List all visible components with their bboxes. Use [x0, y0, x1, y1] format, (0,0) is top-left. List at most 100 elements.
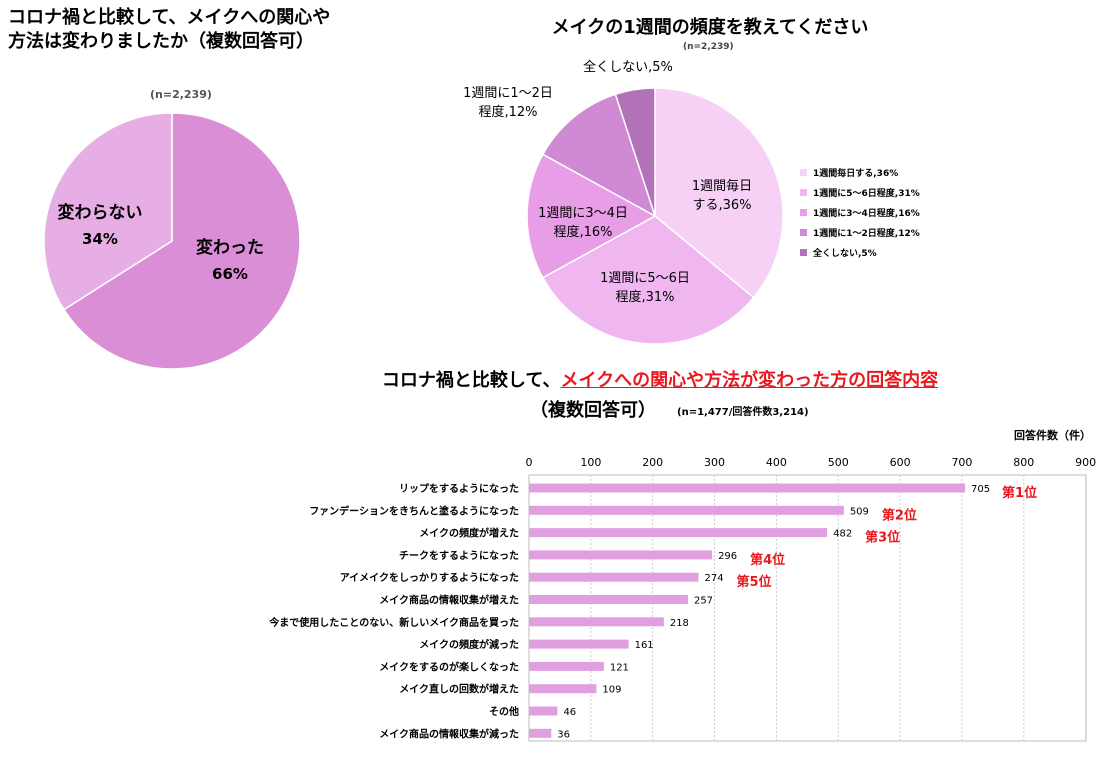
bar-tick-label: 300	[704, 456, 725, 469]
bar-title: コロナ禍と比較して、メイクへの関心や方法が変わった方の回答内容	[300, 366, 1020, 392]
bar-category-label: メイクをするのが楽しくなった	[379, 660, 519, 673]
bar	[529, 572, 699, 582]
bar-tick-label: 700	[951, 456, 972, 469]
bar-tick-label: 400	[766, 456, 787, 469]
pie2-legend-item: 1週間に5〜6日程度,31%	[800, 182, 920, 202]
bar-rank-label: 第1位	[1002, 485, 1037, 501]
bar-rank-label: 第3位	[865, 530, 900, 546]
pie2-slice-label-line: する,36%	[692, 198, 751, 213]
pie2-slice-label-line: 1週間に5〜6日	[600, 271, 690, 286]
pie2-slice-label-line: 全くしない,5%	[583, 59, 673, 75]
bar-value-label: 509	[850, 506, 869, 517]
bar-value-label: 296	[718, 551, 737, 562]
pie2-slice	[614, 87, 656, 217]
pie1-slice-label: 変わった	[196, 237, 264, 258]
pie2-slice-label-line: 1週間に3〜4日	[538, 206, 628, 221]
bar-category-label: メイクの頻度が増えた	[419, 527, 519, 540]
bar-category-label: リップをするようになった	[399, 482, 519, 495]
pie2-slice	[654, 87, 784, 299]
pie2-legend-swatch	[800, 228, 807, 236]
bar-tick-label: 900	[1075, 456, 1096, 469]
pie1-title: コロナ禍と比較して、メイクへの関心や方法は変わりましたか（複数回答可）	[8, 6, 338, 54]
bar-rank-label: 第4位	[750, 552, 785, 568]
pie2-legend-item: 1週間毎日する,36%	[800, 162, 920, 182]
bar-title-highlight: メイクへの関心や方法が変わった方の回答内容	[560, 370, 939, 391]
bar-tick-label: 100	[580, 456, 601, 469]
pie1-slice	[62, 112, 301, 370]
pie2-slice-label: 1週間に1〜2日程度,12%	[463, 86, 553, 120]
pie1-slice-value: 66%	[212, 265, 248, 283]
pie2-slice	[541, 215, 755, 345]
pie2-legend-item: 1週間に3〜4日程度,16%	[800, 202, 920, 222]
bar-category-label: チークをするようになった	[399, 550, 519, 562]
bar-value-label: 161	[635, 640, 654, 651]
bar-title-prefix: コロナ禍と比較して、	[381, 370, 561, 391]
bar-category-label: メイク商品の情報収集が増えた	[379, 594, 519, 607]
bar-tick-label: 500	[828, 456, 849, 469]
pie2-legend-label: 1週間に3〜4日程度,16%	[813, 208, 920, 219]
pie2-slice-label-line: 程度,12%	[478, 104, 537, 120]
pie2-legend-swatch	[800, 168, 807, 176]
bar-subtitle: （複数回答可）	[530, 400, 656, 421]
pie2-legend-swatch	[800, 248, 807, 256]
bar-value-label: 36	[557, 729, 570, 740]
bar-category-label: その他	[489, 705, 519, 718]
pie2-slice-label-line: 1週間に1〜2日	[463, 86, 553, 101]
bar-tick-label: 0	[526, 456, 533, 469]
bar-category-label: メイク商品の情報収集が減った	[379, 727, 519, 740]
bar-category-label: 今まで使用したことのない、新しいメイク商品を買った	[268, 616, 519, 629]
pie2-slice-label: 1週間に5〜6日程度,31%	[600, 271, 690, 305]
pie2-slice-label-line: 1週間毎日	[692, 178, 752, 194]
bar-value-label: 46	[563, 707, 576, 718]
bar-value-label: 705	[971, 484, 990, 495]
bar-value-label: 257	[694, 596, 713, 607]
pie2-title: メイクの1週間の頻度を教えてください	[551, 17, 869, 38]
pie2-slice-label: 1週間に3〜4日程度,16%	[538, 206, 628, 240]
bar-rank-label: 第5位	[736, 574, 771, 590]
bar-plot-frame	[528, 474, 1087, 742]
bar	[529, 528, 828, 538]
bar	[529, 483, 966, 493]
pie2-legend-label: 全くしない,5%	[813, 248, 877, 259]
pie1-slice	[43, 112, 173, 311]
bar	[529, 505, 844, 515]
pie2-legend-label: 1週間に5〜6日程度,31%	[813, 188, 920, 199]
pie2-legend: 1週間毎日する,36% 1週間に5〜6日程度,31% 1週間に3〜4日程度,16% 1…	[800, 162, 920, 262]
bar-category-label: ファンデーションをきちんと塗るようになった	[309, 504, 519, 517]
pie2-slice	[526, 153, 657, 279]
pie2-legend-label: 1週間毎日する,36%	[813, 168, 899, 179]
pie1-n-label: (n=2,239)	[150, 88, 212, 101]
bar-value-label: 482	[833, 529, 852, 540]
bar-rank-label: 第2位	[882, 507, 917, 523]
pie2-legend-swatch	[800, 208, 807, 216]
bar-value-label: 121	[610, 662, 629, 673]
pie2-n-label: (n=2,239)	[683, 42, 734, 52]
pie2-slice-label: 1週間毎日する,36%	[692, 178, 752, 213]
bar	[529, 595, 688, 604]
bar-category-label: アイメイクをしっかりするようになった	[340, 572, 519, 584]
bar	[529, 639, 629, 649]
bar	[529, 550, 713, 560]
pie2-legend-item: 全くしない,5%	[800, 242, 920, 262]
bar	[529, 684, 597, 694]
pie1-title-text: コロナ禍と比較して、メイクへの関心や方法は変わりましたか（複数回答可）	[8, 7, 331, 52]
pie1-slice-value: 34%	[82, 230, 118, 248]
pie2-slice-label: 全くしない,5%	[583, 59, 673, 75]
bar-value-label: 274	[704, 573, 723, 584]
bar-value-label: 218	[670, 618, 689, 629]
pie2-legend-label: 1週間に1〜2日程度,12%	[813, 228, 920, 239]
bar-category-label: メイクの頻度が減った	[419, 638, 519, 651]
pie2-legend-item: 1週間に1〜2日程度,12%	[800, 222, 920, 242]
pie2-slice	[541, 93, 657, 218]
bar-n-label: (n=1,477/回答件数3,214)	[677, 407, 809, 418]
bar	[529, 661, 604, 671]
bar-tick-label: 200	[642, 456, 663, 469]
bar-tick-label: 600	[890, 456, 911, 469]
bar	[529, 706, 558, 716]
bar	[529, 728, 552, 738]
bar	[529, 617, 664, 627]
bar-unit-label: 回答件数（件）	[1014, 429, 1091, 442]
pie2-legend-swatch	[800, 188, 807, 196]
bar-tick-label: 800	[1013, 456, 1034, 469]
